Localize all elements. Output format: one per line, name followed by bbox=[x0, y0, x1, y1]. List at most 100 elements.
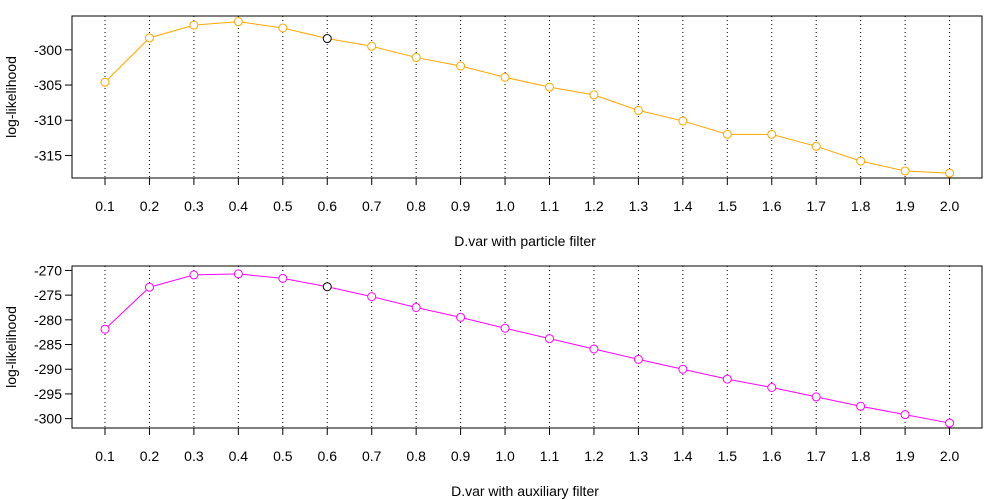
data-point bbox=[767, 129, 777, 139]
data-point bbox=[545, 334, 554, 344]
x-tick-label: 1.4 bbox=[673, 198, 693, 214]
y-tick-label: -290 bbox=[34, 361, 62, 377]
data-point bbox=[856, 401, 866, 411]
data-point bbox=[233, 269, 243, 279]
x-axis-label: D.var with auxiliary filter bbox=[451, 483, 599, 499]
plot-frame bbox=[71, 15, 983, 179]
x-tick-label: 0.6 bbox=[318, 198, 338, 214]
y-tick-label: -295 bbox=[34, 386, 62, 402]
data-point bbox=[633, 105, 643, 115]
x-tick-label: 1.3 bbox=[629, 198, 649, 214]
x-tick-label: 1.2 bbox=[584, 448, 604, 464]
x-tick-label: 1.5 bbox=[718, 198, 738, 214]
y-tick-label: -270 bbox=[34, 262, 62, 278]
x-tick-label: 0.8 bbox=[406, 448, 426, 464]
data-point bbox=[367, 292, 377, 302]
data-point bbox=[722, 374, 732, 384]
x-tick-label: 0.2 bbox=[140, 198, 160, 214]
data-point bbox=[500, 72, 510, 82]
data-point bbox=[278, 23, 288, 33]
data-point bbox=[589, 344, 599, 354]
data-point bbox=[278, 273, 288, 283]
y-tick-label: -305 bbox=[34, 77, 62, 93]
y-tick-label: -280 bbox=[34, 312, 62, 328]
y-tick-label: -300 bbox=[34, 411, 62, 427]
x-tick-label: 0.3 bbox=[184, 448, 204, 464]
y-axis-label: log-likelihood bbox=[3, 306, 19, 388]
x-tick-label: 0.8 bbox=[406, 198, 426, 214]
data-point bbox=[100, 324, 110, 334]
data-point bbox=[500, 323, 510, 333]
data-point bbox=[233, 17, 243, 27]
data-point bbox=[411, 302, 421, 312]
data-point bbox=[945, 168, 955, 178]
data-point bbox=[945, 418, 955, 428]
x-tick-label: 0.5 bbox=[273, 448, 293, 464]
chart-panel-particle-filter: 0.1 0.2 0.3 0.4 0.5 0.6 0.7 0.8 0.9 1.0 1.1 1.2 1.3 1… bbox=[3, 15, 983, 249]
series-line bbox=[104, 273, 950, 424]
x-tick-label: 1.8 bbox=[851, 448, 871, 464]
y-axis-label: log-likelihood bbox=[3, 56, 19, 138]
data-point bbox=[633, 354, 643, 364]
series-line bbox=[104, 21, 950, 174]
data-point bbox=[811, 141, 821, 151]
x-tick-label: 1.7 bbox=[806, 448, 826, 464]
data-point bbox=[767, 383, 777, 392]
data-point bbox=[900, 166, 910, 176]
x-tick-label: 0.2 bbox=[140, 448, 160, 464]
x-tick-label: 1.8 bbox=[851, 198, 871, 214]
x-tick-label: 0.4 bbox=[229, 448, 249, 464]
chart-panel-auxiliary-filter: 0.1 0.2 0.3 0.4 0.5 0.6 0.7 0.8 0.9 1.0 1.1 1.2 1.3 1… bbox=[3, 262, 983, 499]
data-point bbox=[411, 53, 421, 63]
data-point bbox=[545, 82, 554, 92]
x-tick-label: 2.0 bbox=[940, 448, 960, 464]
data-point bbox=[189, 270, 199, 280]
y-tick-label: -275 bbox=[34, 287, 62, 303]
data-point bbox=[678, 364, 688, 374]
x-tick-label: 1.1 bbox=[540, 198, 560, 214]
x-tick-label: 1.6 bbox=[762, 448, 782, 464]
data-point bbox=[856, 156, 866, 166]
x-axis-label: D.var with particle filter bbox=[454, 233, 596, 249]
x-tick-label: 0.4 bbox=[229, 198, 249, 214]
x-tick-label: 1.9 bbox=[895, 448, 915, 464]
x-tick-label: 1.4 bbox=[673, 448, 693, 464]
data-point bbox=[900, 410, 910, 420]
x-tick-label: 0.1 bbox=[95, 448, 115, 464]
x-tick-label: 0.6 bbox=[318, 448, 338, 464]
y-tick-label: -310 bbox=[34, 112, 62, 128]
y-tick-label: -285 bbox=[34, 337, 62, 353]
data-point bbox=[722, 129, 732, 139]
data-point bbox=[456, 61, 466, 71]
data-point bbox=[144, 33, 154, 43]
data-point bbox=[678, 116, 688, 126]
x-tick-label: 0.7 bbox=[362, 448, 382, 464]
data-point bbox=[144, 282, 154, 292]
x-tick-label: 1.3 bbox=[629, 448, 649, 464]
x-tick-label: 1.7 bbox=[806, 198, 826, 214]
x-tick-label: 1.0 bbox=[495, 198, 515, 214]
data-point bbox=[367, 41, 377, 51]
data-point-highlight bbox=[322, 34, 332, 44]
x-tick-label: 1.2 bbox=[584, 198, 604, 214]
y-tick-label: -315 bbox=[34, 147, 62, 163]
x-tick-label: 0.7 bbox=[362, 198, 382, 214]
x-tick-label: 0.9 bbox=[451, 198, 471, 214]
x-tick-label: 0.3 bbox=[184, 198, 204, 214]
x-tick-label: 0.9 bbox=[451, 448, 471, 464]
x-tick-label: 2.0 bbox=[940, 198, 960, 214]
y-tick-label: -300 bbox=[34, 42, 62, 58]
x-tick-label: 0.1 bbox=[95, 198, 115, 214]
data-point bbox=[811, 392, 821, 402]
data-point bbox=[589, 90, 599, 100]
x-tick-label: 1.9 bbox=[895, 198, 915, 214]
x-tick-label: 1.1 bbox=[540, 448, 560, 464]
x-tick-label: 1.5 bbox=[718, 448, 738, 464]
data-point-highlight bbox=[322, 282, 332, 292]
plot-frame bbox=[71, 265, 983, 429]
x-tick-label: 1.6 bbox=[762, 198, 782, 214]
data-point bbox=[456, 312, 466, 322]
x-tick-label: 0.5 bbox=[273, 198, 293, 214]
data-point bbox=[189, 20, 199, 30]
